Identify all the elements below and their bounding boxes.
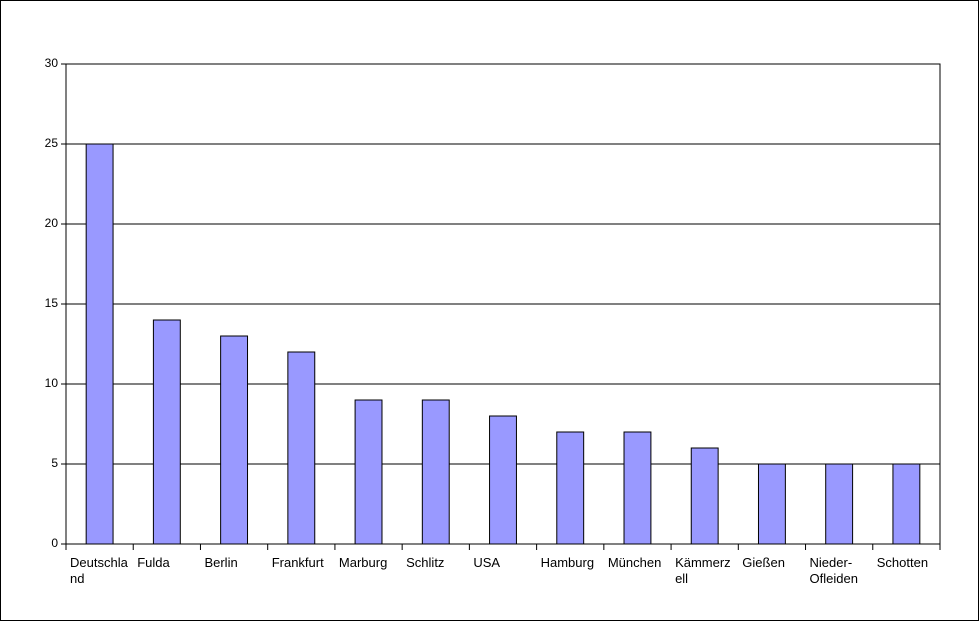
x-tick-label: USA xyxy=(473,555,501,570)
y-tick-label: 20 xyxy=(45,216,59,230)
bar xyxy=(556,431,585,545)
x-tick-label: Deutschland xyxy=(70,555,128,586)
bar xyxy=(690,447,719,545)
x-tick-label: Marburg xyxy=(338,555,388,570)
bar xyxy=(623,431,652,545)
y-tick-label: 0 xyxy=(51,536,58,550)
bar xyxy=(825,463,854,545)
bar xyxy=(489,415,517,545)
y-tick-label: 25 xyxy=(45,136,59,150)
bar xyxy=(152,319,181,545)
bar xyxy=(354,399,383,545)
bar xyxy=(287,351,316,545)
x-tick-label: Nieder-Ofleiden xyxy=(809,555,858,586)
bar xyxy=(85,143,114,545)
x-tick-label: Kämmerzell xyxy=(675,555,731,586)
x-tick-label: Hamburg xyxy=(540,555,595,570)
bar xyxy=(220,335,249,545)
x-tick-label: Frankfurt xyxy=(271,555,324,570)
bar xyxy=(757,463,786,545)
x-tick-label: Gießen xyxy=(742,555,785,570)
x-tick-label: Fulda xyxy=(137,555,170,570)
x-tick-label: Schlitz xyxy=(406,555,445,570)
x-tick-label: Schotten xyxy=(876,555,929,570)
y-tick-label: 10 xyxy=(45,376,59,390)
y-tick-label: 5 xyxy=(51,456,58,470)
x-tick-label: München xyxy=(607,555,662,570)
y-tick-label: 30 xyxy=(45,56,59,70)
bar xyxy=(421,399,450,545)
bar xyxy=(892,463,921,545)
x-tick-label: Berlin xyxy=(204,555,238,570)
y-tick-label: 15 xyxy=(45,296,59,310)
